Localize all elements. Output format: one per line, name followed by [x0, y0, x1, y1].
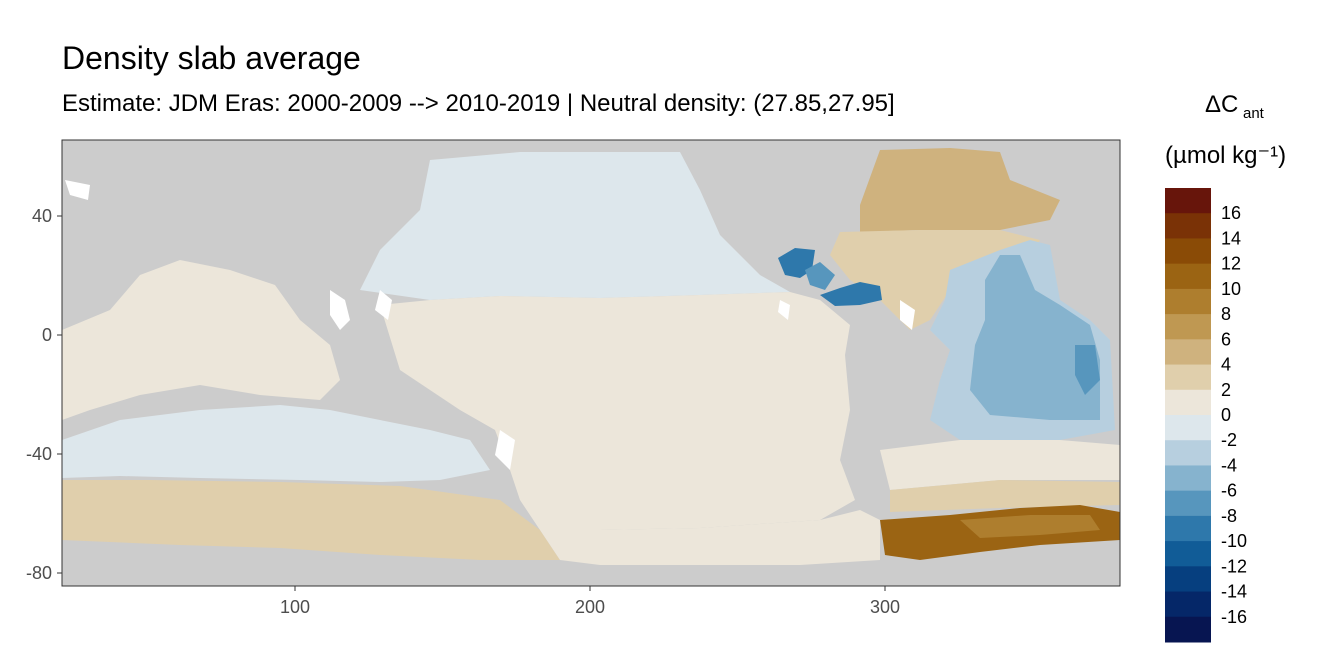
legend-label: -10 [1221, 531, 1247, 551]
legend-swatch [1165, 415, 1211, 441]
legend-label: 2 [1221, 380, 1231, 400]
legend-label: 6 [1221, 329, 1231, 349]
legend-swatch [1165, 238, 1211, 265]
legend-swatch [1165, 566, 1211, 593]
legend-title-subscript: ant [1243, 105, 1265, 122]
region-east-atlantic-core [970, 255, 1100, 420]
legend-label: 14 [1221, 228, 1241, 248]
legend-swatch [1165, 440, 1211, 466]
legend-swatch [1165, 490, 1211, 517]
y-tick-label: -80 [26, 563, 52, 583]
legend-swatch [1165, 389, 1211, 416]
legend-swatch [1165, 515, 1211, 542]
legend-label: -14 [1221, 582, 1247, 602]
legend-color-bar [1165, 188, 1211, 643]
region-south-pacific-south [540, 510, 880, 565]
map-panel [61, 139, 1121, 587]
color-legend: ΔC ant (µmol kg⁻¹) 16 14 12 10 8 6 4 2 0 -2 -4 -6 -8… [1165, 91, 1286, 643]
legend-swatch [1165, 339, 1211, 366]
x-axis: 100 200 300 [280, 586, 900, 617]
legend-labels: 16 14 12 10 8 6 4 2 0 -2 -4 -6 -8 -10 -12 -14 -16 [1221, 203, 1247, 627]
legend-swatch [1165, 213, 1211, 239]
region-indian-ocean [62, 260, 340, 420]
legend-swatch [1165, 188, 1211, 214]
region-caribbean-edge [805, 262, 835, 290]
region-south-atlantic-southern [880, 440, 1120, 490]
legend-label: 0 [1221, 405, 1231, 425]
legend-label: -2 [1221, 430, 1237, 450]
chart-title: Density slab average [62, 40, 361, 76]
legend-label: -12 [1221, 556, 1247, 576]
legend-label: 12 [1221, 254, 1241, 274]
y-tick-label: 40 [32, 206, 52, 226]
legend-swatch [1165, 263, 1211, 290]
region-south-indian-band [62, 405, 490, 482]
region-subpolar-north-atlantic [860, 148, 1060, 232]
legend-title-units: (µmol kg⁻¹) [1165, 142, 1286, 169]
region-south-atlantic-band [890, 480, 1120, 512]
legend-swatch [1165, 616, 1211, 643]
legend-label: -4 [1221, 455, 1237, 475]
legend-label: -8 [1221, 506, 1237, 526]
y-tick-label: -40 [26, 444, 52, 464]
region-east-atlantic-deep [1075, 345, 1100, 395]
x-tick-label: 100 [280, 597, 310, 617]
y-tick-label: 0 [42, 325, 52, 345]
region-north-pacific [360, 152, 790, 300]
y-axis: 40 0 -40 -80 [26, 206, 62, 583]
region-southern-band [62, 480, 560, 560]
legend-label: 10 [1221, 279, 1241, 299]
legend-swatch [1165, 591, 1211, 618]
region-caribbean [820, 282, 882, 306]
region-weddell-core [960, 515, 1100, 538]
legend-title-symbol: ΔC [1205, 91, 1238, 118]
x-tick-label: 300 [870, 597, 900, 617]
legend-swatch [1165, 541, 1211, 567]
legend-swatch [1165, 364, 1211, 391]
legend-swatch [1165, 288, 1211, 315]
legend-swatch [1165, 314, 1211, 340]
legend-label: 4 [1221, 355, 1231, 375]
panel-border [61, 139, 1121, 587]
legend-swatch [1165, 465, 1211, 492]
legend-label: -6 [1221, 481, 1237, 501]
legend-label: 16 [1221, 203, 1241, 223]
x-tick-label: 200 [575, 597, 605, 617]
legend-label: 8 [1221, 304, 1231, 324]
chart-subtitle: Estimate: JDM Eras: 2000-2009 --> 2010-2… [62, 90, 895, 117]
region-tropical-pacific [380, 292, 855, 530]
legend-label: -16 [1221, 607, 1247, 627]
